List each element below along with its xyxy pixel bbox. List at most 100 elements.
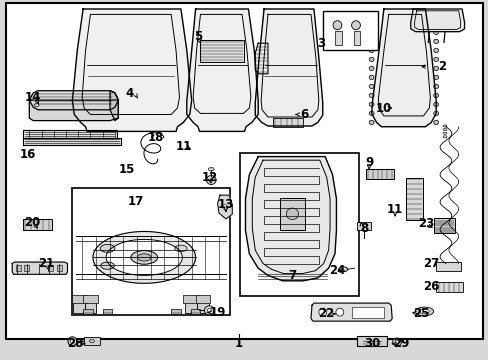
Text: 5: 5 — [194, 30, 202, 42]
Bar — [72, 295, 86, 303]
Ellipse shape — [368, 75, 373, 80]
Polygon shape — [29, 91, 118, 110]
Ellipse shape — [368, 84, 373, 89]
Polygon shape — [23, 138, 121, 145]
Text: 8: 8 — [360, 222, 367, 235]
Text: 28: 28 — [67, 337, 84, 350]
Text: 17: 17 — [127, 195, 144, 208]
Bar — [433, 218, 454, 233]
Ellipse shape — [433, 39, 438, 44]
Ellipse shape — [433, 84, 438, 89]
Polygon shape — [110, 91, 118, 121]
Ellipse shape — [206, 176, 216, 185]
Polygon shape — [310, 303, 391, 321]
Ellipse shape — [442, 125, 446, 127]
Ellipse shape — [433, 12, 438, 17]
Ellipse shape — [68, 337, 77, 346]
Ellipse shape — [368, 39, 373, 44]
Bar — [199, 40, 243, 62]
Polygon shape — [255, 9, 322, 126]
Polygon shape — [371, 9, 435, 127]
Ellipse shape — [433, 30, 438, 35]
Ellipse shape — [332, 21, 341, 30]
Bar — [365, 169, 393, 179]
Ellipse shape — [89, 339, 94, 343]
Bar — [183, 295, 198, 303]
Ellipse shape — [368, 93, 373, 98]
Bar — [272, 118, 303, 127]
Polygon shape — [12, 262, 67, 274]
Bar — [239, 153, 359, 296]
Text: 7: 7 — [288, 269, 296, 282]
Text: 21: 21 — [38, 257, 55, 270]
Bar — [356, 336, 386, 346]
Text: 27: 27 — [422, 257, 439, 270]
Ellipse shape — [204, 306, 214, 315]
Bar — [435, 282, 462, 292]
Ellipse shape — [368, 57, 373, 62]
Text: 6: 6 — [300, 108, 307, 121]
Ellipse shape — [433, 75, 438, 80]
Text: 16: 16 — [20, 148, 36, 161]
Bar — [405, 178, 422, 220]
Bar — [102, 309, 112, 314]
Text: 20: 20 — [23, 216, 40, 229]
Bar — [83, 309, 93, 314]
Ellipse shape — [208, 167, 214, 171]
Ellipse shape — [70, 339, 74, 343]
Ellipse shape — [442, 132, 446, 134]
Polygon shape — [106, 239, 182, 275]
Text: 12: 12 — [202, 171, 218, 184]
Ellipse shape — [433, 48, 438, 53]
Ellipse shape — [433, 120, 438, 125]
Ellipse shape — [433, 57, 438, 62]
Ellipse shape — [351, 21, 360, 30]
Bar — [322, 11, 377, 50]
Ellipse shape — [433, 93, 438, 98]
Text: 29: 29 — [392, 337, 408, 350]
Ellipse shape — [34, 104, 39, 107]
Ellipse shape — [414, 307, 433, 316]
Polygon shape — [23, 130, 117, 138]
Ellipse shape — [222, 204, 227, 210]
Text: 9: 9 — [365, 156, 372, 169]
Text: 30: 30 — [364, 337, 380, 350]
Text: 11: 11 — [386, 203, 403, 216]
Polygon shape — [245, 157, 336, 281]
Polygon shape — [217, 195, 232, 219]
Bar — [334, 31, 341, 45]
Ellipse shape — [338, 267, 347, 272]
Bar — [353, 31, 360, 45]
Ellipse shape — [419, 309, 428, 314]
Bar — [171, 309, 181, 314]
Ellipse shape — [433, 111, 438, 116]
Bar — [84, 302, 96, 313]
Text: 19: 19 — [209, 306, 225, 319]
Ellipse shape — [368, 111, 373, 116]
Text: 10: 10 — [374, 102, 391, 114]
Text: 4: 4 — [125, 87, 133, 100]
Bar — [23, 219, 52, 230]
Ellipse shape — [368, 12, 373, 17]
Bar — [195, 295, 210, 303]
Ellipse shape — [433, 66, 438, 71]
Polygon shape — [255, 43, 267, 74]
Ellipse shape — [318, 308, 326, 316]
Ellipse shape — [101, 262, 114, 269]
Ellipse shape — [433, 21, 438, 26]
Ellipse shape — [368, 21, 373, 26]
Ellipse shape — [442, 136, 446, 138]
Text: 13: 13 — [217, 198, 234, 211]
Polygon shape — [72, 9, 191, 131]
Bar — [84, 337, 100, 345]
Polygon shape — [410, 9, 464, 32]
Bar — [72, 188, 229, 315]
Bar — [279, 198, 305, 230]
Ellipse shape — [137, 254, 151, 261]
Text: 1: 1 — [234, 337, 242, 350]
Bar — [48, 265, 53, 271]
Bar — [73, 302, 85, 313]
Text: 15: 15 — [119, 163, 135, 176]
Text: 14: 14 — [25, 91, 41, 104]
Ellipse shape — [368, 120, 373, 125]
